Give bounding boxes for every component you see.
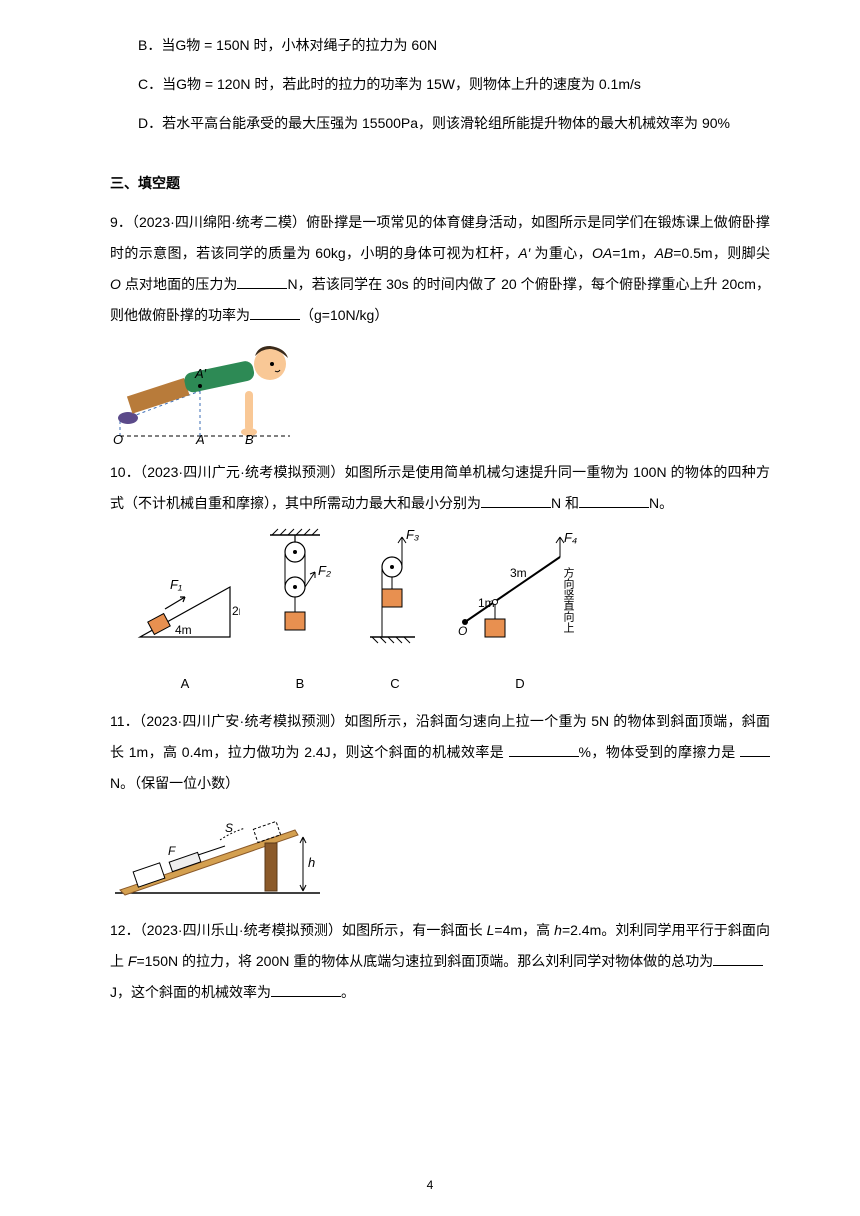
blank-12-2: [271, 981, 341, 997]
question-10: 10．（2023·四川广元·统考模拟预测）如图所示是使用简单机械匀速提升同一重物…: [110, 457, 770, 519]
svg-text:F₄: F₄: [564, 530, 577, 545]
svg-text:h: h: [308, 855, 315, 870]
svg-text:3m: 3m: [510, 566, 527, 580]
blank-9-1: [237, 273, 287, 289]
section-title: 三、填空题: [110, 168, 770, 199]
svg-text:A′: A′: [194, 366, 207, 381]
svg-text:S: S: [225, 821, 233, 835]
svg-text:4m: 4m: [175, 623, 192, 637]
question-12: 12．（2023·四川乐山·统考模拟预测）如图所示，有一斜面长 L=4m，高 h…: [110, 915, 770, 1007]
blank-11-1: [509, 741, 579, 757]
option-d: D．若水平高台能承受的最大压强为 15500Pa，则该滑轮组所能提升物体的最大机…: [138, 108, 770, 139]
option-b: B．当G物 = 150N 时，小林对绳子的拉力为 60N: [138, 30, 770, 61]
svg-text:F₂: F₂: [318, 563, 331, 578]
svg-text:F₃: F₃: [406, 527, 419, 542]
question-9: 9．（2023·四川绵阳·统考二模）俯卧撑是一项常见的体育健身活动，如图所示是同…: [110, 207, 770, 330]
blank-9-2: [250, 304, 300, 320]
blank-10-2: [579, 492, 649, 508]
svg-text:方向竖直向上: 方向竖直向上: [562, 565, 575, 632]
option-c: C．当G物 = 120N 时，若此时的拉力的功率为 15W，则物体上升的速度为 …: [138, 69, 770, 100]
question-11: 11．（2023·四川广安·统考模拟预测）如图所示，沿斜面匀速向上拉一个重为 5…: [110, 706, 770, 798]
figure-q11: F S h: [110, 805, 770, 916]
blank-10-1: [481, 492, 551, 508]
svg-text:2m: 2m: [232, 604, 240, 618]
page-number: 4: [427, 1172, 434, 1198]
svg-text:O: O: [458, 624, 467, 638]
blank-11-2: [740, 741, 770, 757]
svg-text:A: A: [195, 432, 205, 446]
figure-q9: A′ O A B: [110, 336, 770, 457]
blank-12-1: [713, 950, 763, 966]
svg-text:O: O: [113, 432, 123, 446]
svg-text:B: B: [245, 432, 254, 446]
svg-text:F: F: [168, 844, 176, 858]
figure-q10: F₁ 4m 2m A F₂ B: [130, 527, 770, 698]
svg-text:F₁: F₁: [170, 577, 182, 592]
